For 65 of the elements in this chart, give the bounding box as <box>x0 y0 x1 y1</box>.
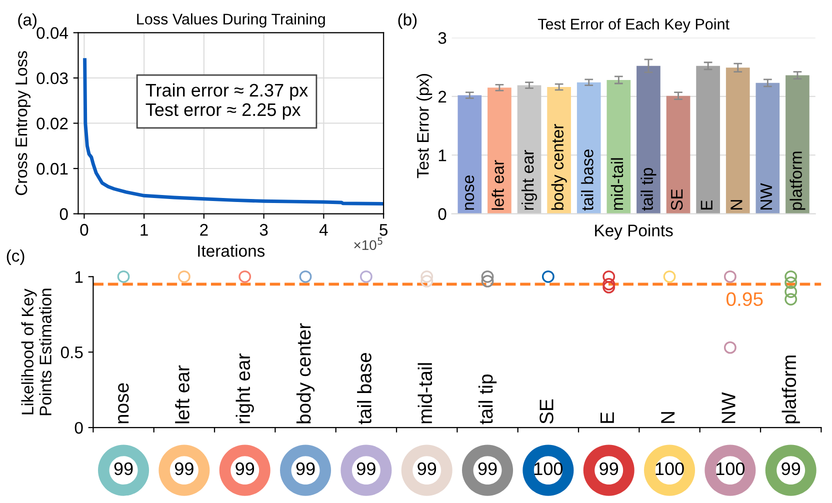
text: 99 <box>478 462 497 476</box>
x-axis-title: Key Points <box>595 224 673 240</box>
text: 99 <box>418 462 436 476</box>
x-tick-label: 2 <box>200 224 208 236</box>
category-label: left ear <box>175 365 190 424</box>
y-tick-label: 0 <box>74 422 83 434</box>
text: 99 <box>114 462 133 476</box>
text: ×10$^{5}$ <box>354 237 382 250</box>
x-tick-label: N <box>730 200 742 210</box>
x-tick-label: 3 <box>260 224 268 236</box>
x-tick-label: platform <box>790 152 806 210</box>
y-tick-label: 0.03 <box>36 72 68 84</box>
y-tick-label: 1 <box>75 271 83 283</box>
x-tick-label: tail tip <box>640 168 656 211</box>
category-label: N <box>661 412 675 423</box>
x-tick-label: mid-tail <box>610 158 624 210</box>
category-label: right ear <box>236 354 254 424</box>
annotation: Train error ≈ 2.37 px Test error ≈ 2.25 px <box>146 83 308 120</box>
category-label: platform <box>782 356 800 424</box>
chart-title: Loss Values During Training <box>137 13 325 28</box>
category-label: SE <box>540 399 554 424</box>
text: 99 <box>174 462 194 476</box>
text: (b) <box>398 13 417 29</box>
y-tick-label: 0.02 <box>36 118 68 130</box>
text: 99 <box>356 462 376 476</box>
x-tick-label: right ear <box>521 150 538 210</box>
category-label: NW <box>722 392 736 423</box>
text: (c) <box>6 249 24 266</box>
text: 100 <box>716 462 745 476</box>
y-tick-label: 2 <box>438 90 446 102</box>
x-tick-label: SE <box>670 189 683 210</box>
category-label: nose <box>118 383 129 424</box>
y-tick-label: 0.5 <box>60 346 83 358</box>
ref-line-label: 0.95 <box>726 292 763 306</box>
x-tick-label: 1 <box>140 224 148 236</box>
x-tick-label: left ear <box>492 160 504 210</box>
x-tick-label: body center <box>551 124 567 210</box>
y-tick-label: 0.04 <box>36 27 68 39</box>
x-tick-label: E <box>700 200 712 210</box>
y-axis-title: Test Error (px) <box>416 74 432 178</box>
y-tick-label: 0 <box>60 208 68 220</box>
text: 100 <box>534 462 563 476</box>
category-label: tail base <box>357 352 372 424</box>
chart-title: Test Error of Each Key Point <box>538 18 730 33</box>
x-tick-label: tail base <box>581 150 594 211</box>
text: 100 <box>656 462 684 476</box>
x-tick-label: nose <box>465 175 474 210</box>
category-label: body center <box>296 323 315 424</box>
category-label: mid-tail <box>418 363 432 424</box>
text: 99 <box>236 462 254 476</box>
x-tick-label: 4 <box>319 224 328 236</box>
y-axis-title: Likelihood of Key Points Estimation <box>21 288 52 416</box>
text: 99 <box>296 462 315 476</box>
y-axis-title: Cross Entropy Loss <box>15 51 30 196</box>
x-axis-title: Iterations <box>198 244 265 257</box>
text: (a) <box>18 13 36 29</box>
x-tick-label: NW <box>760 183 772 210</box>
category-label: tail tip <box>478 374 497 424</box>
category-label: E <box>600 412 614 423</box>
x-tick-label: 5 <box>380 224 388 236</box>
text: 99 <box>782 462 800 476</box>
text: 99 <box>600 462 618 476</box>
y-tick-label: 0.01 <box>36 162 68 175</box>
y-tick-label: 3 <box>438 32 446 44</box>
y-tick-label: 0 <box>438 208 446 220</box>
